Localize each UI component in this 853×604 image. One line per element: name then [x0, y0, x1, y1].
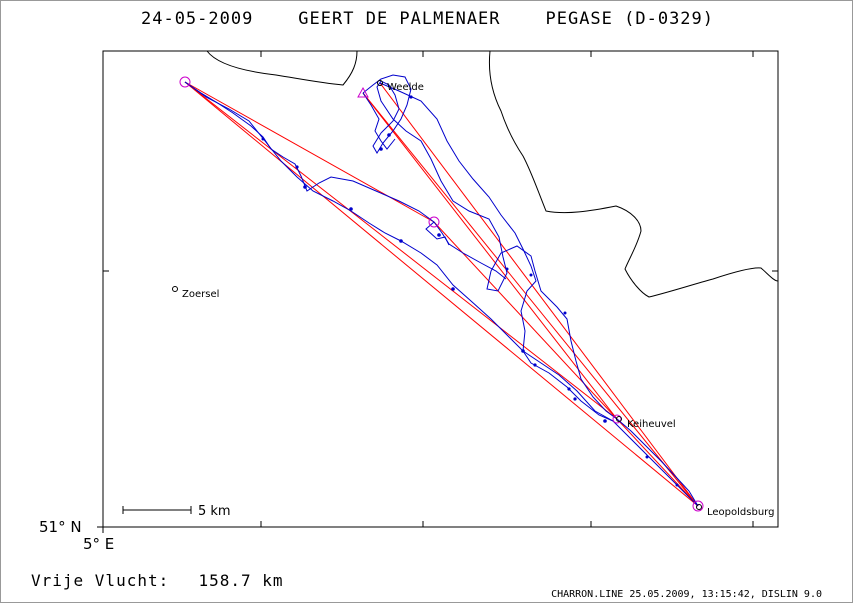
- border-north-west: [206, 50, 358, 86]
- track-segment: [362, 74, 618, 420]
- free-flight-label: Vrije Vlucht:: [31, 571, 170, 590]
- turnpoint-mid: [428, 216, 440, 228]
- free-flight-value: 158.7 km: [198, 571, 284, 590]
- track-segment: [425, 221, 450, 246]
- place-label-keiheuvel: Keiheuvel: [627, 419, 676, 430]
- task-leg: [362, 92, 618, 420]
- latitude-label: 51° N: [39, 518, 82, 536]
- turnpoint-start: [179, 76, 191, 88]
- track-segment: [616, 418, 699, 507]
- turnpoint-triangle: [357, 86, 369, 98]
- place-marker-leopoldsburg: [696, 504, 702, 510]
- flight-title: 24-05-2009 GEERT DE PALMENAER PEGASE (D-…: [1, 9, 853, 29]
- glider-name: PEGASE (D-0329): [545, 9, 715, 29]
- turnpoint-finish: [692, 500, 704, 512]
- task-leg: [184, 81, 699, 507]
- longitude-label: 5° E: [83, 535, 114, 553]
- task-leg: [616, 418, 699, 507]
- place-label-zoersel: Zoersel: [182, 289, 219, 300]
- place-marker-keiheuvel: [616, 416, 622, 422]
- country-borders: [206, 50, 779, 298]
- free-flight-summary: Vrije Vlucht: 158.7 km: [31, 571, 292, 590]
- track-segment: [379, 82, 614, 422]
- place-label-weelde: Weelde: [387, 82, 424, 93]
- task-leg: [184, 81, 435, 223]
- software-credit: CHARRON.LINE 25.05.2009, 13:15:42, DISLI…: [551, 589, 822, 600]
- track-segment: [184, 81, 507, 280]
- track-segment: [184, 81, 699, 507]
- task-lines: [184, 81, 699, 507]
- place-marker-zoersel: [172, 286, 178, 292]
- task-leg: [379, 82, 699, 507]
- task-leg: [362, 92, 699, 507]
- scale-bar-label: 5 km: [198, 504, 231, 519]
- place-marker-weelde: [377, 80, 383, 86]
- thermal-marks: [261, 95, 679, 487]
- flight-date: 24-05-2009: [140, 9, 254, 29]
- place-label-leopoldsburg: Leopoldsburg: [707, 507, 774, 518]
- pilot-name: GEERT DE PALMENAER: [298, 9, 501, 29]
- place-markers: [172, 80, 702, 510]
- frame-ticks: [97, 51, 778, 533]
- track-segment: [362, 92, 396, 150]
- scale-bar: 5 km: [122, 504, 231, 519]
- flight-track: [184, 74, 699, 507]
- task-leg: [433, 221, 618, 420]
- map-frame: [102, 50, 779, 528]
- task-leg: [184, 81, 618, 420]
- border-east: [488, 50, 779, 298]
